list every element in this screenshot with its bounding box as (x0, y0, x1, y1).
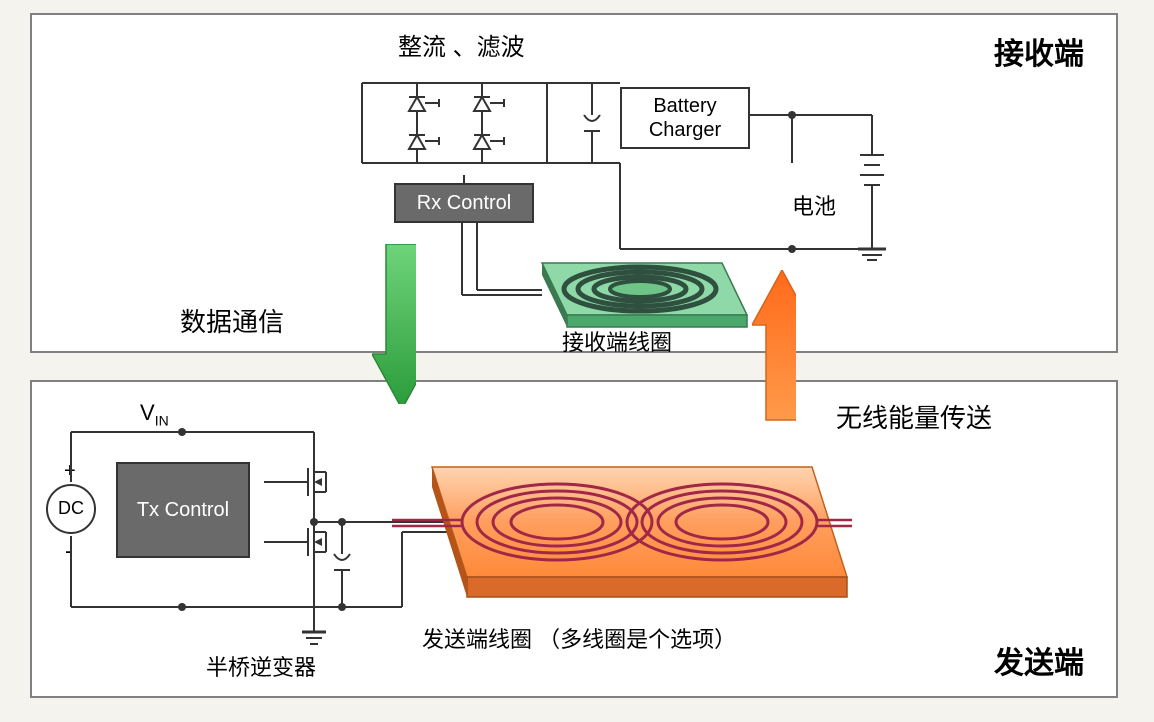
transmitter-coil (392, 452, 852, 632)
green-arrow-down (372, 244, 416, 404)
orange-arrow-up (752, 270, 796, 430)
data-comm-label: 数据通信 (180, 302, 284, 339)
receiver-coil-label: 接收端线圈 (562, 325, 672, 357)
half-bridge-label: 半桥逆变器 (206, 650, 316, 682)
wireless-power-label: 无线能量传送 (836, 398, 992, 435)
transmitter-coil-label: 发送端线圈 （多线圈是个选项） (422, 622, 736, 654)
